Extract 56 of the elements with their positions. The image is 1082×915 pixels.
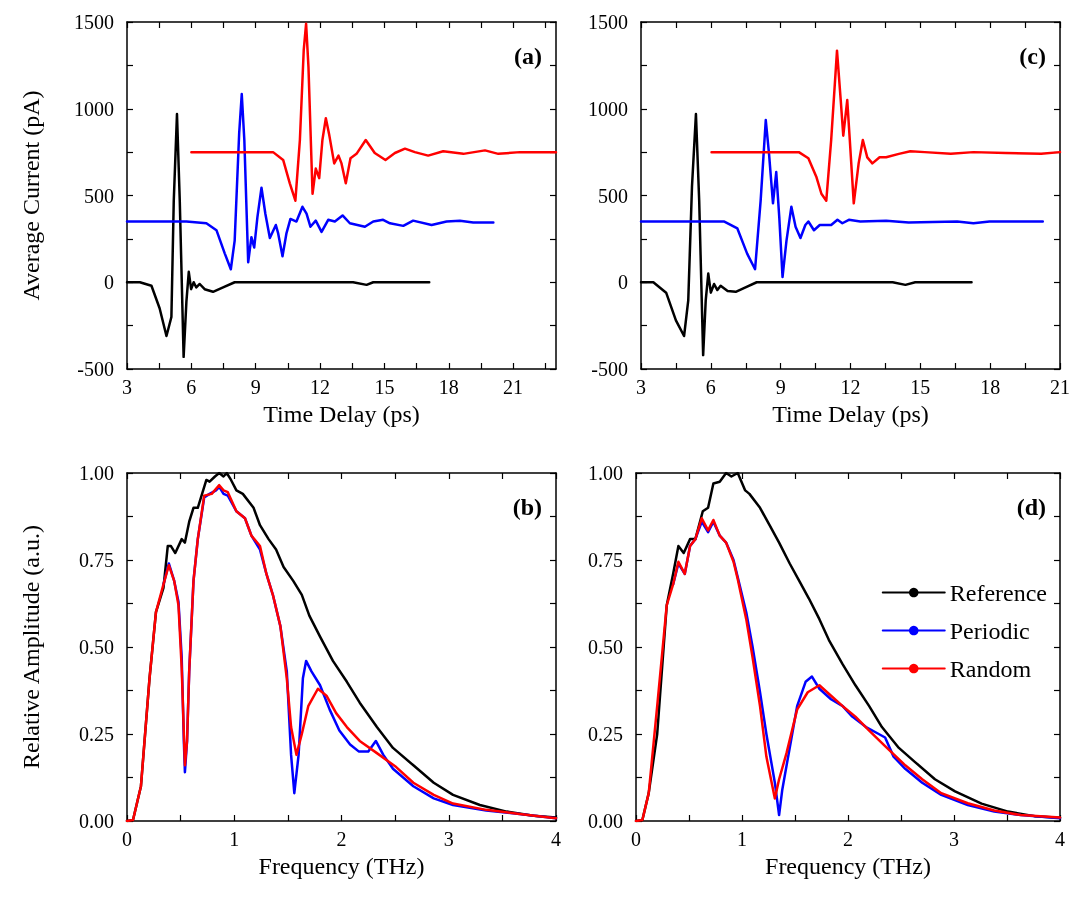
annotation: (a) (514, 43, 542, 69)
y-tick-label: 1500 (583, 11, 633, 33)
x-tick-label: 0 (117, 828, 137, 850)
y-tick-label: 1500 (69, 11, 119, 33)
y-tick-label: 0 (613, 271, 633, 294)
x-tick-label: 9 (770, 376, 791, 398)
x-tick-label: 1 (224, 828, 245, 850)
y-tick-label: -500 (72, 358, 119, 380)
x-tick-label: 15 (369, 376, 400, 398)
y-tick-label: 0.00 (583, 810, 628, 832)
annotation: (c) (1019, 43, 1046, 69)
annotation: (b) (512, 494, 543, 520)
x-tick-label: 21 (498, 376, 529, 398)
x-tick-label: 2 (331, 828, 352, 850)
x-tick-label: 9 (245, 376, 266, 398)
y-tick-label: 0.50 (74, 636, 119, 658)
x-axis-title: Time Delay (ps) (263, 400, 420, 427)
x-tick-label: 3 (631, 376, 651, 398)
y-axis-title: Average Current (pA) (18, 90, 44, 301)
annotation: (d) (1016, 494, 1047, 520)
x-tick-label: 6 (700, 376, 721, 398)
y-tick-label: 0.25 (74, 723, 119, 745)
y-tick-label: 0.25 (583, 723, 628, 745)
y-tick-label: 1000 (583, 97, 633, 120)
x-tick-label: 3 (944, 828, 964, 850)
x-tick-label: 15 (905, 376, 936, 398)
y-tick-label: 0.75 (74, 549, 119, 571)
x-tick-label: 12 (835, 376, 866, 398)
x-tick-label: 4 (546, 828, 566, 850)
y-tick-label: 0 (99, 271, 119, 294)
x-tick-label: 21 (1045, 376, 1075, 398)
y-tick-label: 0.00 (74, 810, 119, 832)
y-axis-title: Relative Amplitude (a.u.) (18, 525, 44, 769)
x-tick-label: 1 (732, 828, 752, 850)
legend-label: Periodic (949, 617, 1030, 644)
x-axis-title: Frequency (THz) (765, 852, 931, 879)
x-tick-label: 18 (433, 376, 464, 398)
legend-label: Reference (949, 579, 1048, 606)
x-tick-label: 18 (975, 376, 1006, 398)
y-tick-label: 0.75 (583, 549, 628, 571)
y-tick-label: 1.00 (583, 462, 628, 484)
x-tick-label: 3 (117, 376, 137, 398)
x-axis-title: Time Delay (ps) (772, 400, 929, 427)
y-tick-label: 1000 (69, 97, 119, 120)
y-tick-label: 1.00 (74, 462, 119, 484)
x-tick-label: 6 (181, 376, 202, 398)
y-tick-label: 500 (593, 184, 633, 207)
y-tick-label: 0.50 (583, 636, 628, 658)
x-tick-label: 3 (438, 828, 459, 850)
x-tick-label: 4 (1050, 828, 1070, 850)
legend-label: Random (949, 655, 1032, 682)
x-tick-label: 12 (305, 376, 336, 398)
x-axis-title: Frequency (THz) (258, 852, 425, 879)
x-tick-label: 2 (838, 828, 858, 850)
y-tick-label: 500 (79, 184, 119, 207)
y-tick-label: -500 (586, 358, 633, 380)
